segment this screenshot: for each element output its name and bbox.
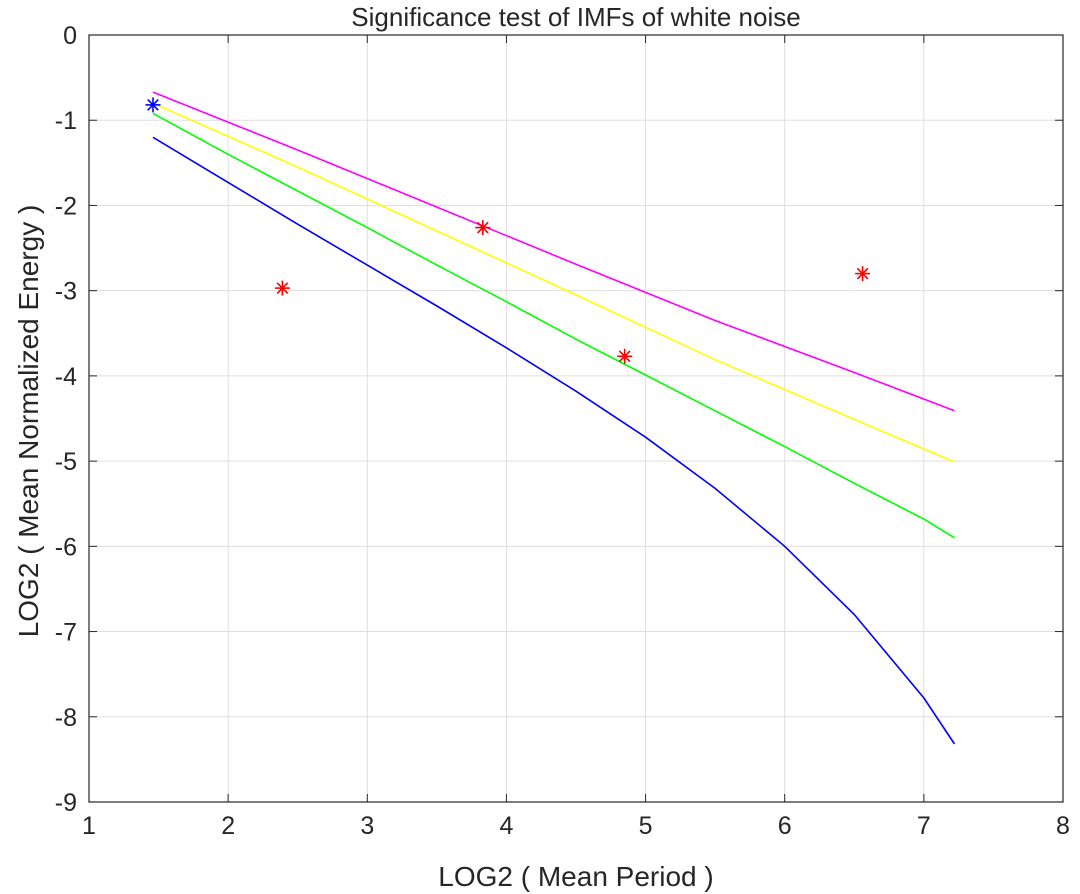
plot-layer: 1 2 3 4 5 6 7 8 0 -1 -2 -3 -4 -5 -6 -7 -8 -9	[55, 22, 1070, 840]
x-tick-label: 7	[917, 812, 931, 840]
chart-title: Significance test of IMFs of white noise	[351, 2, 800, 32]
data-point-imf-points	[475, 220, 491, 236]
series-line-green-curve	[152, 112, 955, 539]
x-axis-label: LOG2 ( Mean Period )	[438, 861, 713, 892]
data-point-imf-points	[855, 266, 871, 282]
y-tick-label: -9	[55, 789, 77, 817]
y-axis-label: LOG2 ( Mean Normalized Energy )	[13, 205, 44, 638]
y-tick-label: -1	[55, 107, 77, 135]
x-tick-label: 1	[82, 812, 96, 840]
plot-area	[89, 35, 1063, 802]
y-tick-label: -8	[55, 704, 77, 732]
marker-stroke	[276, 282, 289, 294]
y-tick-label: -7	[55, 619, 77, 647]
x-tick-label: 4	[499, 812, 513, 840]
marker-stroke	[147, 99, 159, 111]
y-tick-label: 0	[63, 22, 77, 50]
marker-stroke	[618, 350, 631, 363]
marker-stroke	[476, 221, 489, 234]
x-tick-label: 5	[639, 812, 653, 840]
series-line-blue-curve	[152, 136, 956, 745]
data-point-imf-points	[274, 280, 290, 296]
data-point-first-imf-point	[145, 97, 161, 113]
x-tick-label: 6	[778, 812, 792, 840]
data-point-imf-points	[617, 348, 633, 364]
marker-stroke	[856, 267, 869, 280]
y-tick-label: -3	[55, 278, 77, 306]
x-tick-label: 2	[221, 812, 235, 840]
y-tick-label: -4	[55, 363, 77, 391]
x-tick-label: 8	[1056, 812, 1070, 840]
series-line-yellow-curve	[152, 102, 955, 463]
y-tick-label: -6	[55, 533, 77, 561]
x-tick-label: 3	[360, 812, 374, 840]
y-tick-label: -5	[55, 448, 77, 476]
axes-box	[88, 34, 1064, 803]
y-tick-label: -2	[55, 192, 77, 220]
series-line-magenta-curve	[152, 91, 955, 412]
